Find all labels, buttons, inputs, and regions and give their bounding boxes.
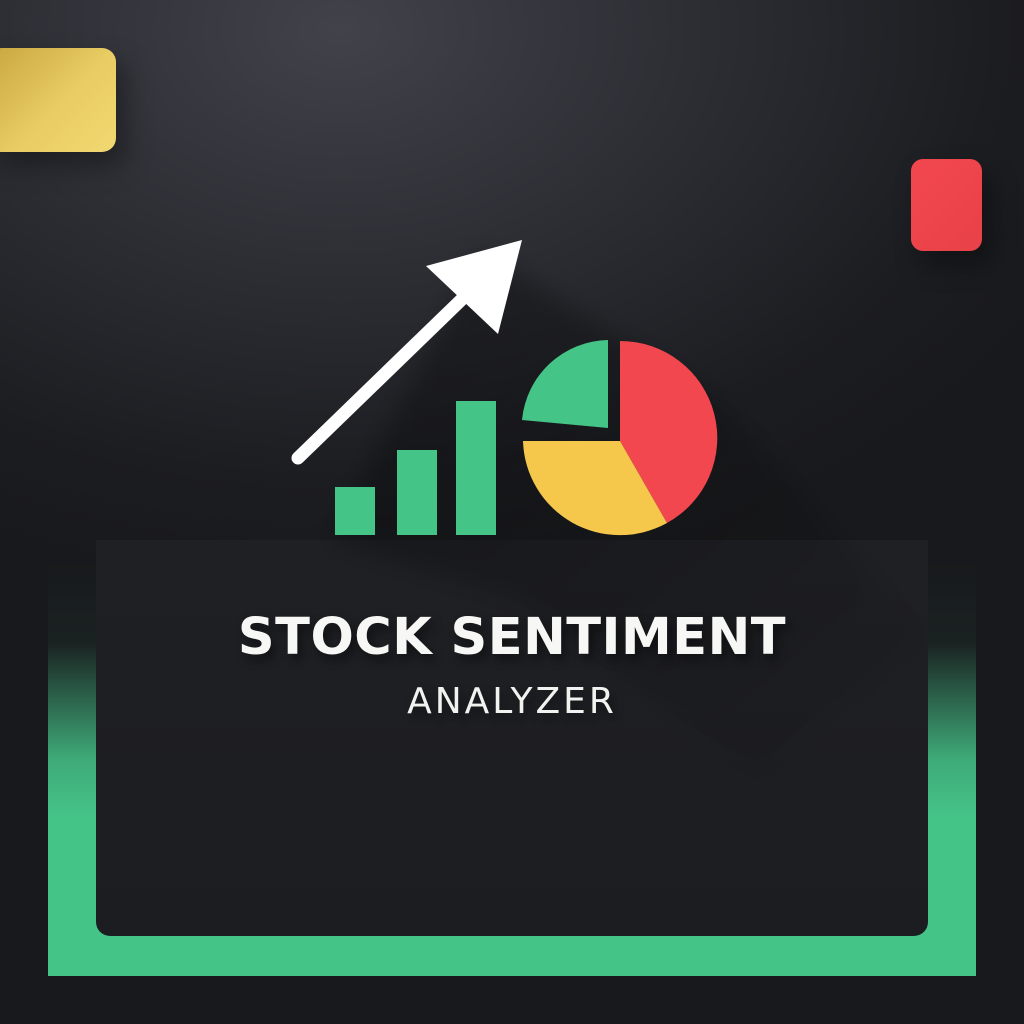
pie-slice-green: [522, 340, 608, 428]
red-decor-block: [911, 159, 982, 251]
bar-3: [456, 401, 496, 535]
pie-slice-red: [620, 340, 718, 523]
app-subtitle: ANALYZER: [407, 681, 617, 722]
yellow-decor-block: [0, 48, 116, 152]
bar-chart-icon: [335, 401, 496, 535]
bar-2: [397, 450, 437, 535]
app-title: STOCK SENTIMENT: [237, 608, 787, 667]
pie-slice-yellow: [523, 441, 667, 536]
bar-1: [335, 487, 375, 535]
pie-chart-icon: [522, 340, 718, 536]
trend-arrow-icon: [291, 240, 522, 465]
